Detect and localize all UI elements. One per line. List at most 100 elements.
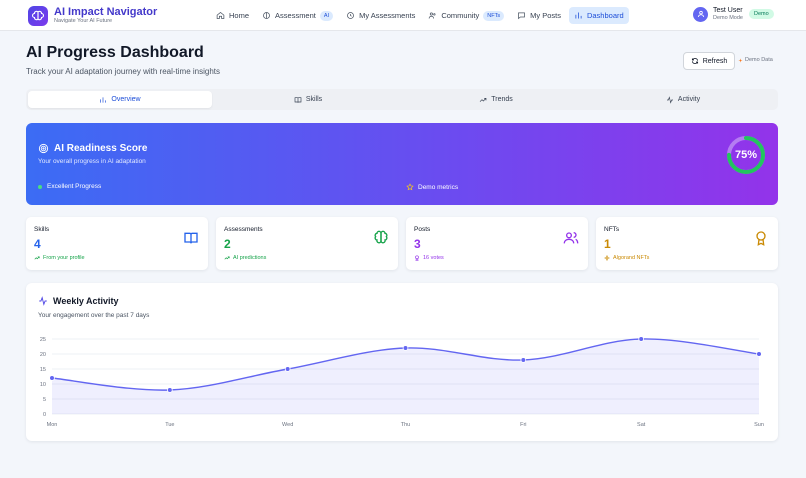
weekly-activity-subtitle: Your engagement over the past 7 days bbox=[38, 312, 150, 319]
home-icon bbox=[216, 12, 225, 19]
trend-up-icon bbox=[224, 256, 230, 260]
book-open-icon bbox=[184, 232, 198, 244]
y-tick-label: 0 bbox=[43, 412, 46, 418]
tab-label: Trends bbox=[491, 96, 513, 103]
brand[interactable]: AI Impact Navigator Navigate Your AI Fut… bbox=[28, 6, 157, 26]
status-dot bbox=[38, 184, 42, 189]
y-tick-label: 5 bbox=[43, 397, 46, 403]
weekly-activity-title-row: Weekly Activity bbox=[38, 296, 119, 306]
nav-item-my-assessments[interactable]: My Assessments bbox=[341, 7, 420, 24]
avatar bbox=[693, 6, 708, 22]
readiness-score-ring: 75% bbox=[725, 134, 767, 176]
readiness-title: AI Readiness Score bbox=[54, 143, 148, 154]
stat-footnote-label: 16 votes bbox=[423, 255, 444, 261]
thumbs-up-icon bbox=[415, 255, 419, 261]
activity-point[interactable] bbox=[520, 357, 527, 363]
refresh-button[interactable]: Refresh bbox=[683, 52, 735, 70]
stat-card-nfts: NFTs 1 Algorand NFTs bbox=[596, 217, 778, 270]
nav-item-label: Community bbox=[441, 11, 480, 20]
award-icon bbox=[756, 231, 766, 246]
target-icon bbox=[38, 143, 49, 154]
demo-metrics-tag: Demo metrics bbox=[406, 183, 458, 191]
y-tick-label: 15 bbox=[40, 367, 46, 373]
stat-footnote: From your profile bbox=[34, 255, 85, 261]
nav-item-assessment[interactable]: Assessment AI bbox=[257, 7, 338, 24]
activity-point[interactable] bbox=[756, 351, 762, 357]
history-icon bbox=[347, 12, 354, 19]
x-tick-label: Sun bbox=[754, 422, 764, 428]
user-menu[interactable]: Test User Demo Mode Demo bbox=[693, 6, 774, 22]
nfts-badge: NFTs bbox=[483, 10, 505, 21]
activity-point[interactable] bbox=[167, 387, 173, 393]
y-tick-label: 20 bbox=[40, 352, 46, 358]
brand-subtitle: Navigate Your AI Future bbox=[54, 18, 113, 24]
stat-footnote-label: From your profile bbox=[43, 255, 85, 261]
x-tick-label: Sat bbox=[637, 422, 646, 428]
nav-item-home[interactable]: Home bbox=[211, 7, 254, 24]
user-mode: Demo Mode bbox=[713, 15, 743, 21]
demo-badge: Demo bbox=[748, 9, 774, 19]
tab-skills[interactable]: Skills bbox=[214, 91, 402, 108]
nav-item-label: My Posts bbox=[530, 11, 561, 20]
refresh-label: Refresh bbox=[702, 57, 728, 65]
stat-label: NFTs bbox=[604, 226, 620, 233]
activity-point[interactable] bbox=[402, 345, 409, 351]
stat-footnote: 16 votes bbox=[414, 255, 444, 261]
activity-point[interactable] bbox=[49, 375, 55, 381]
stat-footnote: Algorand NFTs bbox=[604, 255, 649, 261]
weekly-activity-chart: 0 5 10 15 20 25 Mon Tue Wed Thu Fri Sat Sun bbox=[40, 336, 764, 428]
readiness-title-row: AI Readiness Score bbox=[38, 143, 147, 154]
bar-chart-icon bbox=[100, 96, 107, 103]
activity-point[interactable] bbox=[638, 336, 644, 342]
stat-value: 4 bbox=[34, 237, 41, 251]
nav-item-dashboard[interactable]: Dashboard bbox=[568, 7, 629, 24]
trend-icon bbox=[479, 97, 487, 102]
tab-label: Activity bbox=[677, 96, 701, 103]
stat-label: Assessments bbox=[224, 226, 263, 233]
ai-badge: AI bbox=[319, 10, 334, 21]
tab-activity[interactable]: Activity bbox=[590, 91, 776, 108]
dashboard-tabs: Overview Skills Trends Activity bbox=[26, 89, 778, 110]
nav-item-my-posts[interactable]: My Posts bbox=[512, 7, 566, 24]
readiness-subtitle: Your overall progress in AI adaptation bbox=[38, 158, 146, 165]
nav-item-label: Home bbox=[229, 11, 250, 20]
x-tick-label: Mon bbox=[47, 422, 58, 428]
top-navbar: AI Impact Navigator Navigate Your AI Fut… bbox=[0, 0, 806, 31]
demo-data-label: Demo Data bbox=[745, 57, 773, 63]
x-tick-label: Thu bbox=[401, 422, 410, 428]
trend-up-icon bbox=[34, 256, 40, 260]
activity-area bbox=[52, 338, 759, 414]
activity-point[interactable] bbox=[284, 366, 291, 372]
tab-overview[interactable]: Overview bbox=[28, 91, 212, 108]
refresh-icon bbox=[691, 58, 698, 64]
weekly-activity-title: Weekly Activity bbox=[53, 296, 119, 306]
stat-footnote-label: Algorand NFTs bbox=[613, 255, 650, 261]
tab-trends[interactable]: Trends bbox=[402, 91, 590, 108]
page-title: AI Progress Dashboard bbox=[26, 44, 204, 61]
nav-item-community[interactable]: Community NFTs bbox=[423, 7, 509, 24]
y-tick-label: 10 bbox=[40, 382, 46, 388]
chart-icon bbox=[575, 12, 582, 19]
tab-label: Overview bbox=[111, 96, 141, 103]
tab-label: Skills bbox=[305, 96, 323, 103]
activity-icon bbox=[666, 95, 673, 104]
demo-data-indicator: Demo Data bbox=[738, 57, 773, 63]
weekly-activity-card: Weekly Activity Your engagement over the… bbox=[26, 283, 778, 441]
readiness-score-value: 75% bbox=[734, 149, 758, 161]
demo-metrics-label: Demo metrics bbox=[418, 183, 459, 191]
book-icon bbox=[294, 96, 302, 103]
progress-tag: Excellent Progress bbox=[38, 183, 101, 190]
brain-icon bbox=[263, 12, 270, 19]
stat-label: Skills bbox=[34, 226, 50, 233]
brand-title: AI Impact Navigator bbox=[54, 6, 158, 18]
star-icon bbox=[406, 183, 414, 191]
brain-icon bbox=[374, 230, 388, 244]
nav-menu: Home Assessment AI My Assessments Commun… bbox=[211, 7, 632, 24]
user-icon bbox=[697, 10, 704, 18]
stat-value: 1 bbox=[604, 237, 611, 251]
stat-value: 3 bbox=[414, 237, 421, 251]
stat-label: Posts bbox=[414, 226, 431, 233]
stat-card-skills: Skills 4 From your profile bbox=[26, 217, 208, 270]
stat-footnote-label: AI predictions bbox=[233, 255, 267, 261]
stat-value: 2 bbox=[224, 237, 231, 251]
